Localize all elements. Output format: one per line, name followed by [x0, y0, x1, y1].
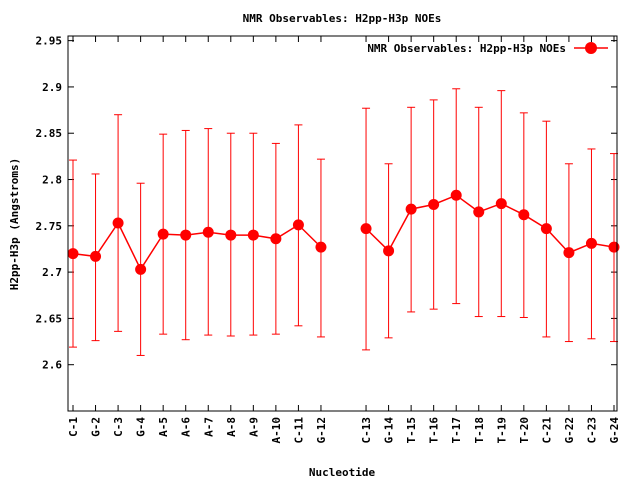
data-point — [450, 189, 462, 201]
legend-label: NMR Observables: H2pp-H3p NOEs — [367, 42, 566, 55]
x-tick-label: C-11 — [292, 417, 305, 444]
x-tick-label: T-17 — [450, 417, 463, 444]
x-tick-label: A-10 — [270, 417, 283, 444]
data-point — [292, 219, 304, 231]
y-tick-label: 2.95 — [36, 35, 63, 48]
series-line-segment-2 — [365, 194, 615, 254]
series-line-segment-1 — [72, 221, 322, 271]
data-point — [225, 229, 237, 241]
data-point — [180, 229, 192, 241]
data-point — [247, 229, 259, 241]
chart-title: NMR Observables: H2pp-H3p NOEs — [243, 12, 442, 25]
data-point — [518, 209, 530, 221]
x-tick-label: A-8 — [225, 417, 238, 437]
x-tick-label: G-14 — [383, 417, 396, 444]
data-point — [67, 248, 79, 260]
data-point — [157, 228, 169, 240]
data-point — [360, 223, 372, 235]
x-tick-label: A-5 — [157, 417, 170, 437]
data-point — [315, 241, 327, 253]
series-lines — [72, 194, 615, 271]
x-tick-label: C-23 — [585, 417, 598, 444]
x-tick-label: C-21 — [540, 417, 553, 444]
x-tick-label: C-13 — [360, 417, 373, 444]
y-tick-label: 2.75 — [36, 220, 63, 233]
x-tick-label: G-24 — [608, 417, 621, 444]
data-point — [563, 247, 575, 259]
legend: NMR Observables: H2pp-H3p NOEs — [367, 42, 608, 55]
y-axis: 2.6 2.65 2.7 2.75 2.8 2.85 2.9 2.95 — [36, 35, 617, 372]
x-tick-label: G-4 — [135, 417, 148, 437]
data-point — [428, 199, 440, 211]
legend-marker — [585, 42, 597, 54]
series-points — [67, 189, 620, 275]
data-point — [585, 237, 597, 249]
x-tick-label: G-22 — [563, 417, 576, 444]
x-tick-label: G-12 — [315, 417, 328, 444]
data-point — [202, 226, 214, 238]
y-tick-label: 2.8 — [42, 174, 62, 187]
x-tick-label: T-18 — [473, 417, 486, 444]
y-tick-label: 2.9 — [42, 81, 62, 94]
data-point — [135, 263, 147, 275]
y-tick-label: 2.85 — [36, 127, 63, 140]
data-point — [270, 233, 282, 245]
x-tick-label: C-1 — [67, 417, 80, 437]
x-tick-label: A-6 — [180, 417, 193, 437]
data-point — [495, 198, 507, 210]
data-point — [405, 203, 417, 215]
x-tick-label: A-9 — [247, 417, 260, 437]
x-tick-label: T-15 — [405, 417, 418, 444]
x-tick-label: T-20 — [518, 417, 531, 444]
y-axis-label: H2pp-H3p (Angstroms) — [8, 158, 21, 290]
x-axis-label: Nucleotide — [309, 466, 376, 479]
y-tick-label: 2.7 — [42, 266, 62, 279]
x-tick-label: T-16 — [428, 417, 441, 444]
data-point — [473, 206, 485, 218]
y-tick-label: 2.6 — [42, 359, 62, 372]
x-tick-label: A-7 — [202, 417, 215, 437]
x-tick-label: T-19 — [495, 417, 508, 444]
x-tick-label: G-2 — [90, 417, 103, 437]
data-point — [383, 245, 395, 257]
x-axis: C-1 G-2 C-3 G-4 A-5 A-6 A-7 A-8 A-9 A-10 C-11 G-12 C… — [67, 36, 621, 444]
x-tick-label: C-3 — [112, 417, 125, 437]
data-point — [90, 250, 102, 262]
data-point — [608, 241, 620, 253]
data-point — [540, 223, 552, 235]
data-point — [112, 217, 124, 229]
plot-frame — [67, 35, 618, 412]
y-tick-label: 2.65 — [36, 312, 63, 325]
